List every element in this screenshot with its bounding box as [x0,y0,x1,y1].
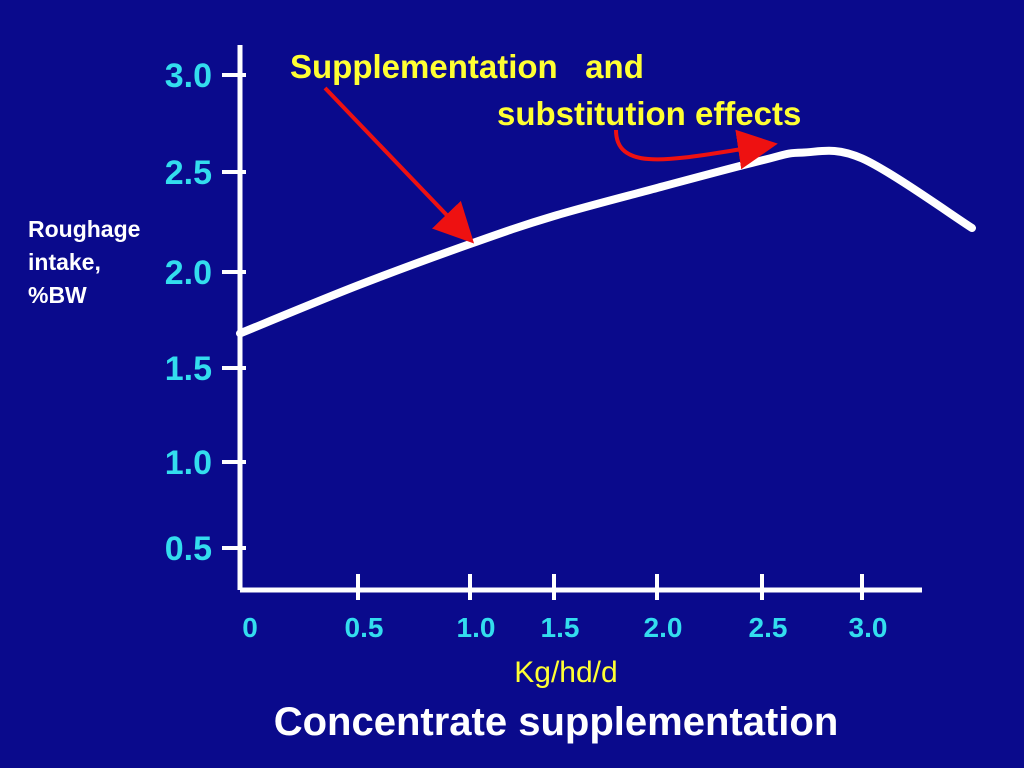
x-tick-label: 1.5 [541,612,580,643]
y-axis-label-line-2: intake, [28,249,101,275]
x-tick-label: 0.5 [345,612,384,643]
y-axis-label: Roughage intake, %BW [28,216,147,308]
y-tick-label: 1.0 [165,444,212,482]
y-tick-label: 2.0 [165,254,212,292]
y-axis-label-line-1: Roughage [28,216,140,242]
y-axis-label-line-3: %BW [28,282,87,308]
y-tick-label: 2.5 [165,154,212,192]
x-tick-label: 2.0 [644,612,683,643]
annotation-line-1: Supplementation and [290,48,644,85]
y-tick-label: 1.5 [165,350,212,388]
series-line [236,146,976,338]
x-tick-label: 1.0 [457,612,496,643]
x-axis-label: Concentrate supplementation [274,700,839,744]
y-ticks: 0.5 1.0 1.5 2.0 2.5 3.0 [165,57,246,568]
x-ticks: 0 0.5 1.0 1.5 2.0 2.5 3.0 [242,574,887,643]
x-tick-label: 0 [242,612,258,643]
x-axis-unit: Kg/hd/d [514,656,617,689]
x-tick-label: 2.5 [749,612,788,643]
x-tick-label: 3.0 [849,612,888,643]
annotation-arrow-substitution [614,129,778,170]
axes [237,45,922,593]
y-tick-label: 3.0 [165,57,212,95]
annotation-arrow-supplementation [323,86,475,244]
y-tick-label: 0.5 [165,530,212,568]
annotation-line-2: substitution effects [497,95,801,132]
